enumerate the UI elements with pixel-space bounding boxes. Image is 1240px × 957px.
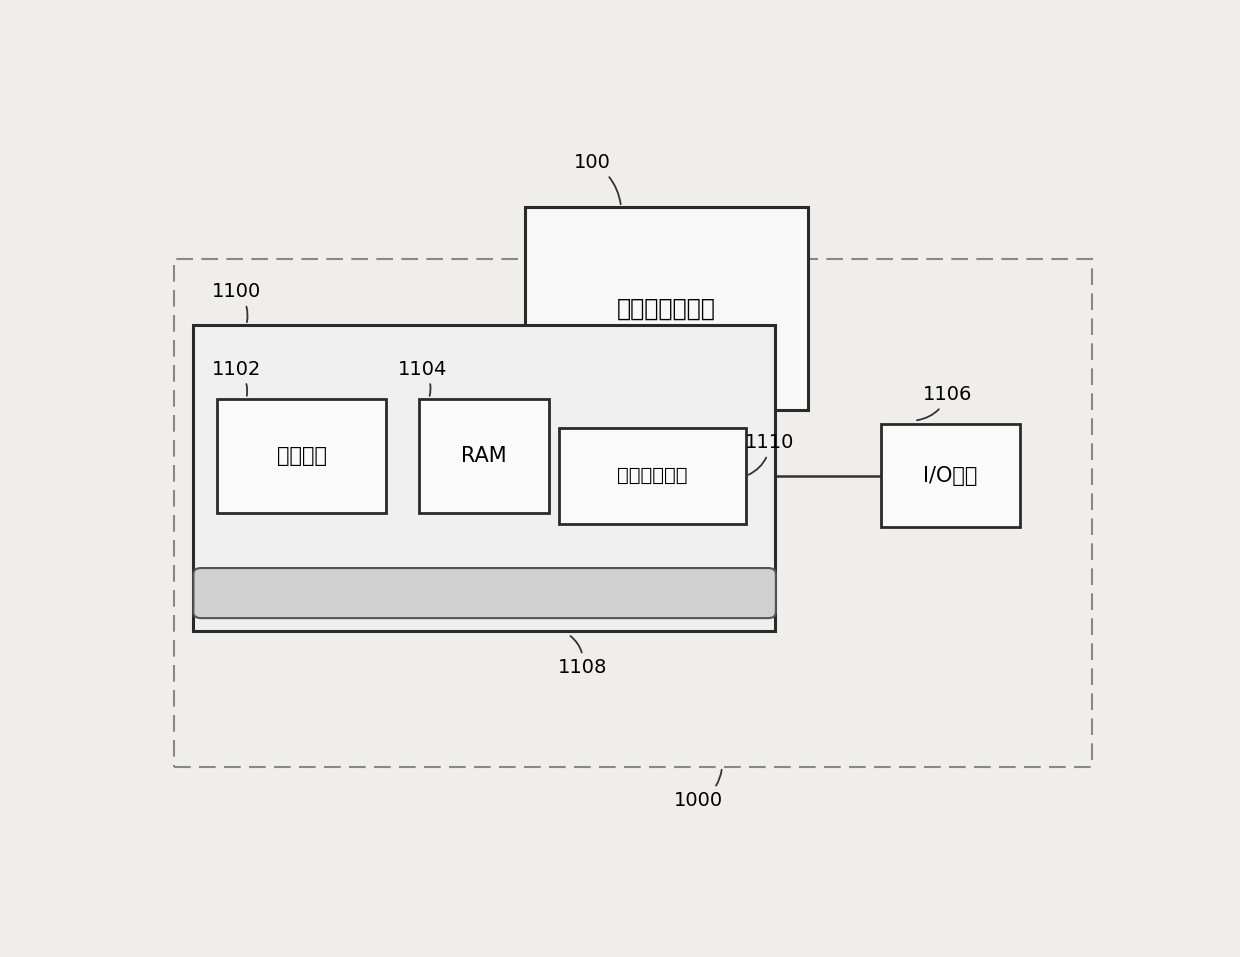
Text: RAM: RAM bbox=[461, 446, 507, 466]
Bar bbox=[558, 428, 746, 523]
FancyBboxPatch shape bbox=[193, 568, 776, 618]
Bar bbox=[217, 398, 386, 513]
Bar bbox=[193, 324, 775, 631]
Text: 1106: 1106 bbox=[916, 386, 972, 420]
Text: 1100: 1100 bbox=[212, 282, 262, 323]
Bar bbox=[880, 424, 1019, 527]
Bar bbox=[525, 207, 808, 410]
Text: 1108: 1108 bbox=[558, 636, 608, 677]
Text: 1102: 1102 bbox=[212, 360, 262, 396]
Text: 1000: 1000 bbox=[673, 769, 723, 810]
Text: 100: 100 bbox=[574, 153, 621, 204]
Text: 1110: 1110 bbox=[745, 434, 795, 475]
Text: 数据传输接口: 数据传输接口 bbox=[618, 466, 687, 485]
Text: 存储器储存装置: 存储器储存装置 bbox=[618, 297, 717, 321]
Text: 1104: 1104 bbox=[398, 360, 446, 396]
Text: I/O装置: I/O装置 bbox=[923, 466, 977, 486]
Bar bbox=[174, 258, 1092, 767]
Bar bbox=[419, 398, 549, 513]
Text: 微处理器: 微处理器 bbox=[277, 446, 326, 466]
